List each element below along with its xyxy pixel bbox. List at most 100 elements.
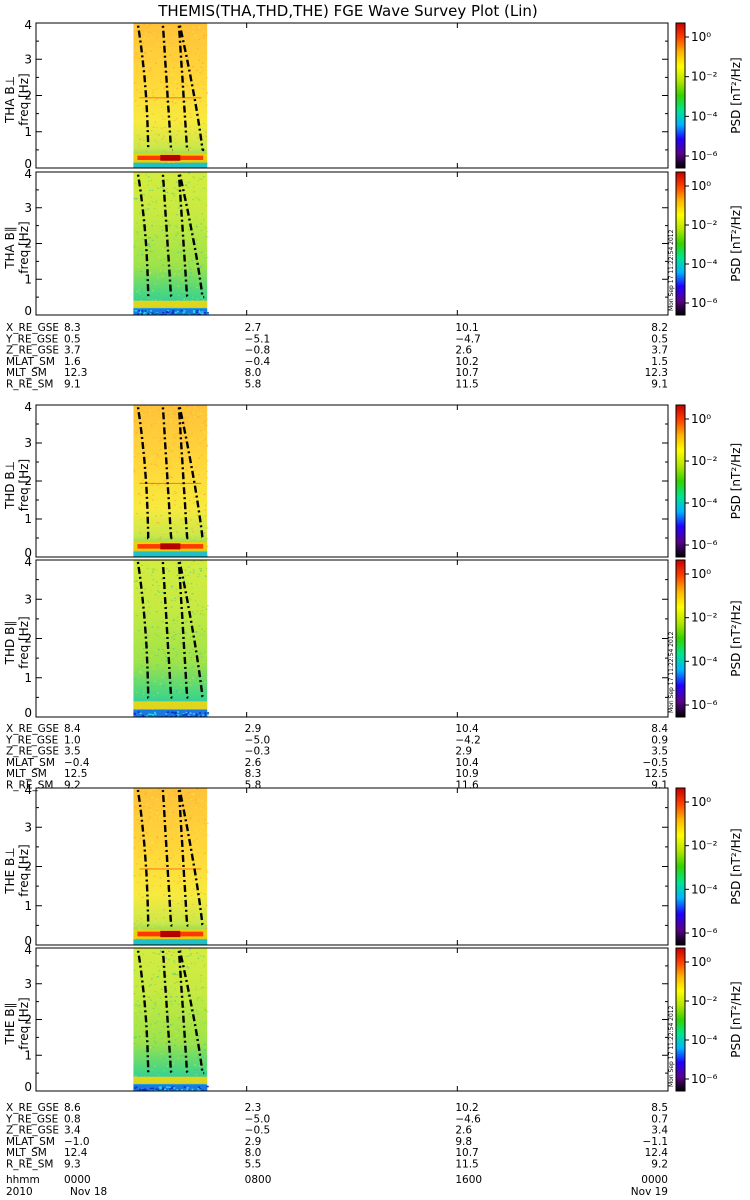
- spectrogram-speckle: [170, 996, 173, 998]
- spectrogram-speckle: [168, 686, 171, 688]
- spectrogram-speckle: [196, 477, 199, 479]
- low-frequency-speckle: [139, 712, 142, 715]
- spectrogram-speckle: [186, 272, 189, 274]
- spectrogram-speckle: [190, 206, 193, 208]
- spectrogram-speckle: [149, 41, 151, 43]
- spectrogram-speckle: [184, 295, 187, 297]
- ephemeris-row-name: R_RE_SM: [6, 780, 53, 792]
- ephemeris-value: 12.5: [64, 768, 87, 780]
- y-tick-label: 3: [24, 52, 32, 66]
- low-frequency-speckle: [144, 310, 147, 312]
- spectrogram-speckle: [137, 1051, 140, 1053]
- spectrogram-speckle: [137, 254, 140, 257]
- spectrogram-speckle: [136, 815, 139, 817]
- spectrogram-speckle: [160, 904, 163, 906]
- spectrogram-speckle: [195, 615, 197, 617]
- ephemeris-row-name: Z_RE_GSE: [6, 345, 59, 357]
- spectrogram-speckle: [150, 179, 152, 182]
- spectrogram-speckle: [141, 643, 144, 645]
- spectrogram-speckle: [189, 948, 191, 950]
- spectrogram-speckle: [195, 827, 197, 829]
- spectrogram-speckle: [180, 1063, 183, 1065]
- spectrogram-speckle: [163, 817, 166, 819]
- spectrogram-speckle: [156, 1028, 159, 1030]
- colorbar-tick-label: 10⁻⁴: [691, 654, 718, 668]
- ephemeris-value: 11.6: [455, 780, 479, 792]
- spectrogram-speckle: [197, 137, 199, 139]
- spectrogram-speckle: [200, 892, 202, 894]
- spectrogram-speckle: [175, 142, 177, 144]
- time-tick-label: 0800: [245, 1174, 272, 1186]
- spectrogram-speckle: [140, 519, 142, 521]
- spectrogram-speckle: [155, 953, 157, 955]
- panel-frame: [35, 559, 669, 718]
- spectrogram-speckle: [198, 27, 201, 29]
- spectrogram-speckle: [200, 830, 202, 832]
- spectrogram-speckle: [193, 1004, 196, 1006]
- spectrogram-speckle: [191, 528, 193, 530]
- low-frequency-speckle: [167, 311, 170, 313]
- spectrogram-speckle: [175, 651, 178, 653]
- spectrogram-speckle: [191, 563, 193, 565]
- spectrogram-speckle: [172, 540, 174, 543]
- spectrogram-speckle: [158, 858, 161, 860]
- spectrogram-speckle: [196, 241, 199, 243]
- spectrogram-speckle: [147, 244, 150, 246]
- spectrogram-speckle: [138, 928, 141, 930]
- spectrogram-speckle: [134, 431, 136, 433]
- spectrogram-speckle: [184, 632, 187, 634]
- spectrogram-speckle: [189, 920, 192, 922]
- spectrogram-speckle: [196, 514, 199, 516]
- spectrogram-speckle: [163, 631, 166, 633]
- spectrogram-speckle: [140, 494, 142, 496]
- spectrogram-speckle: [134, 456, 136, 458]
- spectrogram-speckle: [202, 122, 205, 125]
- spectrogram-speckle: [183, 440, 186, 442]
- y-tick-label: 4: [24, 18, 32, 32]
- spectrogram-speckle: [143, 938, 145, 940]
- spectrogram-speckle: [166, 236, 169, 238]
- low-frequency-speckle: [186, 1088, 189, 1091]
- spectrogram-speckle: [197, 1035, 200, 1037]
- spectrogram-speckle: [180, 83, 182, 85]
- spectrogram-speckle: [197, 406, 200, 408]
- low-frequency-speckle: [151, 312, 154, 314]
- spectrogram-speckle: [148, 514, 150, 516]
- spectrogram-speckle: [192, 570, 195, 572]
- spectrogram-speckle: [164, 808, 166, 810]
- spectrogram-speckle: [204, 1049, 206, 1051]
- spectrogram-speckle: [167, 220, 169, 222]
- spectrogram-speckle: [165, 806, 167, 808]
- spectrogram-speckle: [179, 880, 182, 882]
- spectrogram-speckle: [160, 259, 162, 261]
- spectrogram-speckle: [173, 209, 176, 211]
- spectrogram-speckle: [145, 639, 147, 641]
- spectrogram-speckle: [138, 823, 141, 825]
- spectrogram-speckle: [181, 232, 183, 234]
- spectrogram-speckle: [176, 226, 178, 228]
- spectrogram-speckle: [206, 807, 208, 809]
- spectrogram-speckle: [193, 1051, 196, 1053]
- spectrogram-speckle: [141, 823, 144, 825]
- spectrogram-speckle: [154, 294, 156, 296]
- colorbar-tick-label: 10⁻²: [691, 994, 718, 1008]
- spectrogram-speckle: [169, 827, 172, 829]
- spectrogram-speckle: [204, 53, 207, 55]
- spectrogram-speckle: [181, 268, 183, 270]
- spectrogram-speckle: [188, 907, 190, 909]
- spectrogram-speckle: [166, 131, 168, 133]
- spectrogram-speckle: [145, 76, 148, 78]
- low-frequency-speckle: [180, 309, 183, 312]
- spectrogram-speckle: [141, 891, 143, 893]
- spectrogram-speckle: [171, 192, 174, 195]
- low-frequency-speckle: [152, 714, 154, 716]
- spectrogram-speckle: [198, 914, 201, 916]
- spectrogram-speckle: [146, 405, 149, 407]
- spectrogram-speckle: [144, 267, 146, 269]
- spectrogram-speckle: [189, 679, 191, 682]
- spectrogram-speckle: [140, 824, 142, 826]
- spectrogram-speckle: [169, 225, 171, 227]
- spectrogram-speckle: [196, 838, 198, 840]
- spectrogram-speckle: [181, 976, 183, 978]
- spectrogram-speckle: [172, 1010, 174, 1013]
